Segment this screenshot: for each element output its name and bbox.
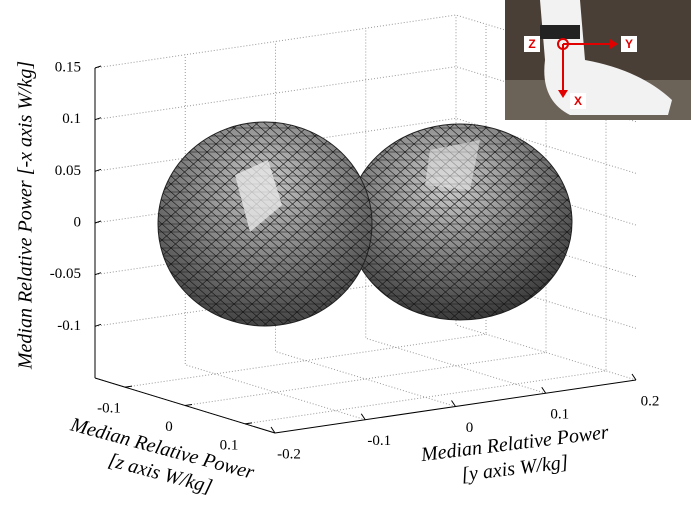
x-tick-label: 0.1 (550, 407, 569, 423)
tick-mark (185, 405, 192, 406)
x-tick-label: -0.2 (277, 446, 301, 462)
inset-label: Z (528, 37, 535, 51)
surface (158, 122, 572, 326)
tick-mark (125, 386, 132, 387)
sensor (540, 25, 580, 39)
z-axis-label: Median Relative Power [-x axis W/kg] (15, 61, 37, 370)
z-tick-label: 0.15 (55, 59, 81, 75)
x-tick-label: 0.2 (641, 393, 660, 409)
x-tick-label: 0 (466, 420, 474, 436)
z-tick-label: 0 (74, 214, 82, 230)
z-tick-label: -0.05 (50, 266, 81, 282)
z-tick-label: -0.1 (57, 318, 81, 334)
surface-mesh (158, 122, 372, 326)
z-tick-label: 0.1 (62, 111, 81, 127)
y-tick-label: -0.1 (97, 401, 121, 417)
x-tick-label: -0.1 (367, 433, 391, 449)
tick-mark (245, 423, 252, 424)
inset-label: Y (625, 37, 633, 51)
chart: -0.1 -0.05 0 0.05 0.1 0.15 -0.2 -0.1 0 0.1 0.2 -0.1… (0, 0, 693, 506)
inset-photo: Z Y X (505, 0, 691, 120)
y-tick-label: 0 (165, 419, 173, 435)
z-tick-label: 0.05 (55, 163, 81, 179)
y-tick-label: 0.1 (220, 437, 239, 453)
inset-label: X (574, 94, 582, 108)
